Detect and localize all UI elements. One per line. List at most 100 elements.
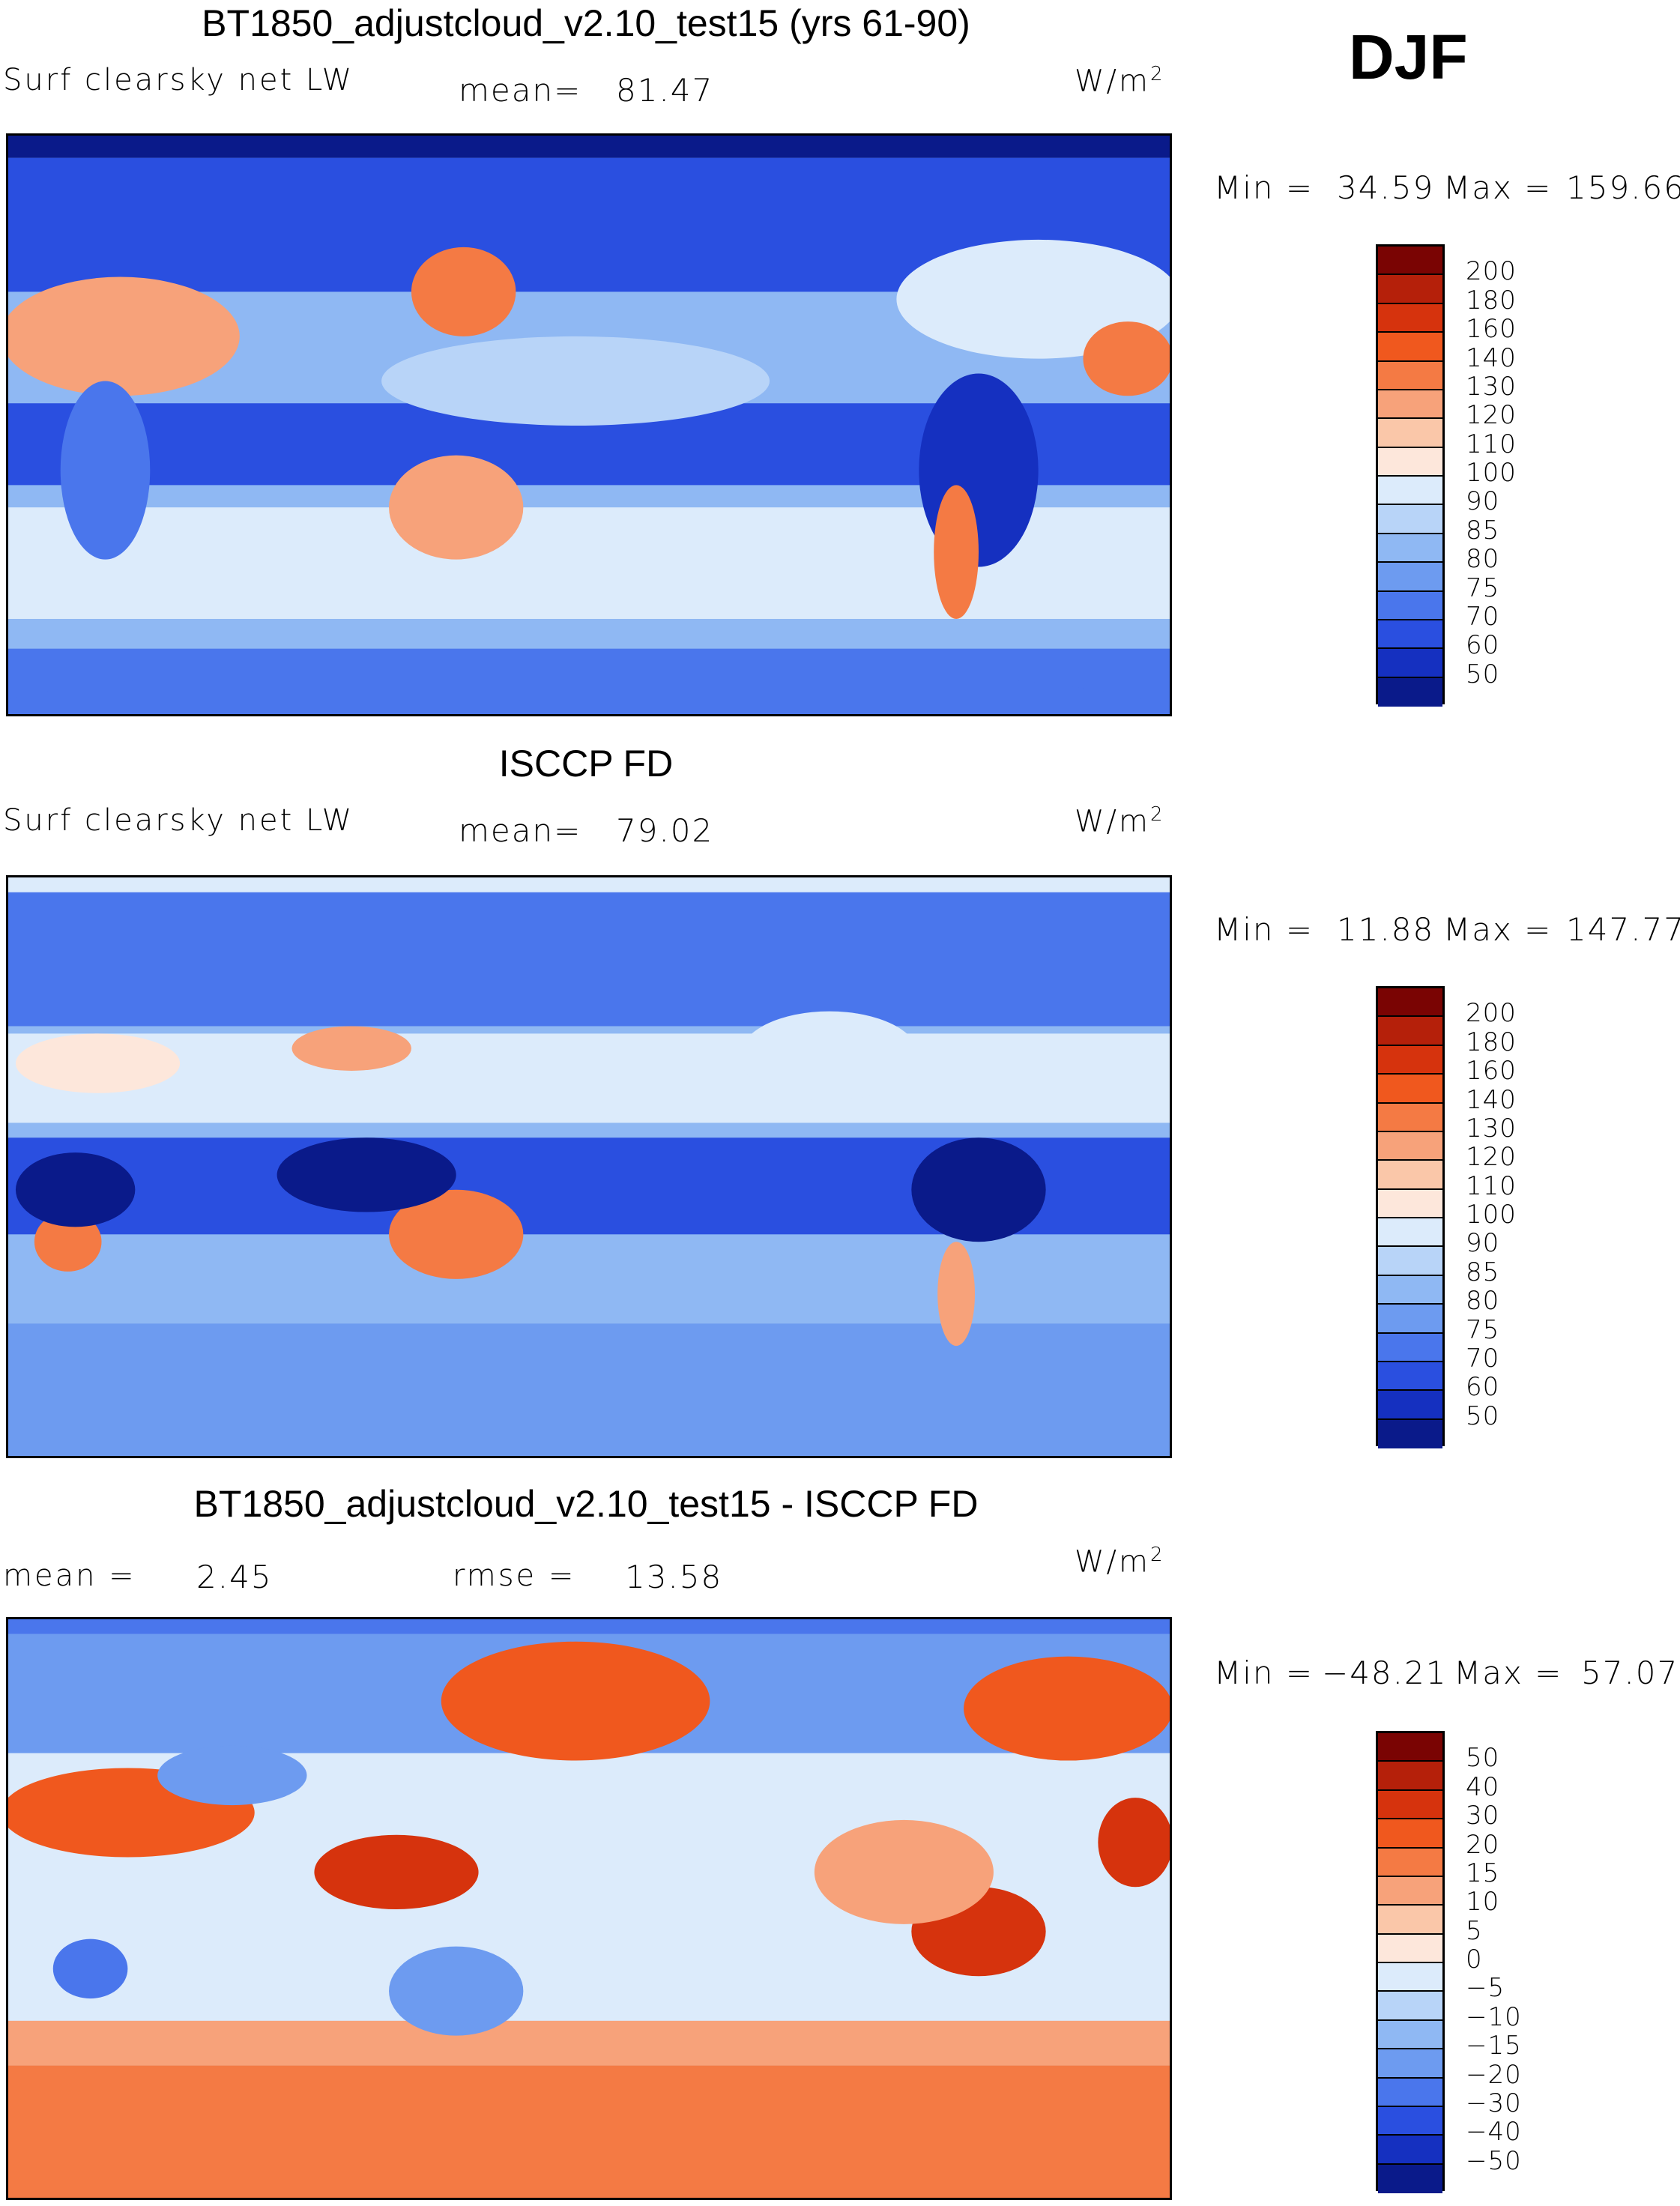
- panel-2-mean-value: 79.02: [616, 812, 714, 849]
- panel-1-colorbar-tick-label: 85: [1466, 515, 1500, 546]
- panel-1-colorbar-tick-label: 200: [1466, 256, 1517, 287]
- panel-1-colorbar-segment: [1378, 477, 1442, 506]
- panel-2-colorbar: [1376, 986, 1445, 1448]
- panel-3-rmse-label: rmse =: [453, 1559, 576, 1593]
- panel-1-colorbar-tick-label: 110: [1466, 429, 1517, 459]
- panel-2-min-value: 11.88: [1337, 911, 1435, 948]
- panel-1-mean-label: mean=: [459, 72, 582, 109]
- panel-3-max-label: Max =: [1454, 1654, 1563, 1691]
- panel-3-colorbar-segment: [1378, 2106, 1442, 2136]
- panel-2-colorbar-tick-label: 75: [1466, 1314, 1500, 1345]
- panel-2-colorbar-segment: [1378, 1305, 1442, 1334]
- panel-3-colorbar-tick-label: −50: [1466, 2145, 1522, 2176]
- panel-3-colorbar-segment: [1378, 2136, 1442, 2165]
- panel-2-mean-label: mean=: [459, 812, 582, 849]
- panel-1-colorbar-tick-label: 60: [1466, 630, 1500, 661]
- panel-3-colorbar-segment: [1378, 2049, 1442, 2079]
- panel-3-colorbar-tick-label: −10: [1466, 2001, 1522, 2032]
- panel-2-colorbar-tick-label: 85: [1466, 1257, 1500, 1287]
- panel-2-colorbar-segment: [1378, 1189, 1442, 1218]
- panel-1-colorbar-segment: [1378, 275, 1442, 304]
- panel-1-colorbar-segment: [1378, 677, 1442, 707]
- panel-1-mean-value: 81.47: [616, 72, 714, 109]
- panel-1-colorbar-segment: [1378, 333, 1442, 362]
- panel-1-map: [6, 133, 1172, 716]
- panel-2-colorbar-segment: [1378, 1391, 1442, 1420]
- panel-2-colorbar-tick-label: 120: [1466, 1142, 1517, 1173]
- panel-3-colorbar-segment: [1378, 1876, 1442, 1906]
- panel-3-map: [6, 1617, 1172, 2200]
- panel-3-colorbar-tick-label: 0: [1466, 1944, 1483, 1974]
- panel-1-colorbar-segment: [1378, 390, 1442, 420]
- panel-3-colorbar-tick-label: −20: [1466, 2059, 1522, 2090]
- panel-3-max-value: 57.07: [1581, 1654, 1679, 1691]
- panel-3-min-label: Min =: [1214, 1654, 1314, 1691]
- panel-2-map: [6, 875, 1172, 1458]
- panel-2-colorbar-segment: [1378, 1075, 1442, 1104]
- panel-1-min-value: 34.59: [1337, 169, 1435, 206]
- panel-3-colorbar-tick-label: 5: [1466, 1915, 1483, 1946]
- panel-2-variable-label: Surf clearsky net LW: [3, 803, 354, 838]
- panel-3-colorbar-tick-label: −30: [1466, 2088, 1522, 2118]
- panel-1-colorbar-segment: [1378, 303, 1442, 333]
- panel-1-colorbar-segment: [1378, 361, 1442, 390]
- panel-3-colorbar-tick-label: 50: [1466, 1743, 1500, 1774]
- panel-3-colorbar-segment: [1378, 1762, 1442, 1791]
- panel-2-colorbar-tick-label: 90: [1466, 1228, 1500, 1259]
- panel-2-colorbar-segment: [1378, 1045, 1442, 1075]
- panel-3-units: W/m2: [1075, 1544, 1165, 1580]
- panel-2-colorbar-tick-label: 60: [1466, 1372, 1500, 1403]
- panel-3-colorbar-segment: [1378, 1934, 1442, 1963]
- panel-2-colorbar-tick-label: 100: [1466, 1200, 1517, 1230]
- panel-2-colorbar-tick-label: 200: [1466, 998, 1517, 1029]
- panel-3-colorbar-tick-label: −40: [1466, 2117, 1522, 2148]
- season-label: DJF: [1349, 22, 1468, 92]
- panel-1-min-label: Min =: [1214, 169, 1314, 206]
- panel-1-colorbar-tick-label: 140: [1466, 342, 1517, 373]
- panel-2-units: W/m2: [1075, 803, 1165, 839]
- panel-2-colorbar-segment: [1378, 1017, 1442, 1046]
- panel-1-colorbar-segment: [1378, 247, 1442, 276]
- panel-1-colorbar-segment: [1378, 447, 1442, 477]
- panel-1-colorbar-tick-label: 80: [1466, 544, 1500, 575]
- panel-2-colorbar-tick-label: 160: [1466, 1056, 1517, 1087]
- panel-2-colorbar-tick-label: 130: [1466, 1113, 1517, 1143]
- panel-3-colorbar-tick-label: 40: [1466, 1771, 1500, 1802]
- panel-3-colorbar-tick-label: 30: [1466, 1801, 1500, 1831]
- panel-1-variable-label: Surf clearsky net LW: [3, 63, 354, 97]
- panel-2-colorbar-segment: [1378, 1131, 1442, 1161]
- panel-2-colorbar-tick-label: 50: [1466, 1400, 1500, 1431]
- panel-3-colorbar: [1376, 1731, 1445, 2193]
- panel-1-colorbar-tick-label: 160: [1466, 314, 1517, 345]
- panel-2-max-label: Max =: [1443, 911, 1553, 948]
- panel-3-mean-value: 2.45: [196, 1559, 273, 1595]
- panel-1-colorbar-tick-label: 130: [1466, 371, 1517, 402]
- panel-1-max-value: 159.66: [1566, 169, 1680, 206]
- panel-2-colorbar-tick-label: 70: [1466, 1343, 1500, 1374]
- panel-1-colorbar-tick-label: 50: [1466, 659, 1500, 689]
- panel-2-colorbar-segment: [1378, 1275, 1442, 1305]
- panel-2-colorbar-tick-label: 110: [1466, 1170, 1517, 1201]
- panel-3-colorbar-tick-label: −5: [1466, 1973, 1505, 2004]
- panel-3-map-svg: [8, 1619, 1170, 2198]
- panel-3-colorbar-tick-label: 15: [1466, 1858, 1500, 1888]
- panel-2-max-value: 147.77: [1566, 911, 1680, 948]
- panel-3-colorbar-segment: [1378, 1733, 1442, 1762]
- panel-1-colorbar-segment: [1378, 649, 1442, 678]
- panel-1-colorbar-tick-label: 100: [1466, 458, 1517, 488]
- panel-3-colorbar-segment: [1378, 1819, 1442, 1849]
- panel-2-colorbar-segment: [1378, 1362, 1442, 1391]
- panel-2-colorbar-tick-label: 80: [1466, 1286, 1500, 1317]
- panel-2-colorbar-tick-label: 140: [1466, 1084, 1517, 1115]
- panel-3-min-value: −48.21: [1322, 1654, 1448, 1691]
- panel-3-colorbar-segment: [1378, 2164, 1442, 2193]
- panel-3-mean-label: mean =: [3, 1559, 136, 1593]
- panel-1-title: BT1850_adjustcloud_v2.10_test15 (yrs 61-…: [202, 2, 970, 44]
- panel-3-rmse-value: 13.58: [625, 1559, 723, 1595]
- panel-2-colorbar-segment: [1378, 1218, 1442, 1248]
- panel-2-map-svg: [8, 877, 1170, 1456]
- panel-3-colorbar-segment: [1378, 2020, 1442, 2050]
- panel-1-colorbar-tick-label: 70: [1466, 601, 1500, 632]
- panel-1-colorbar-tick-label: 75: [1466, 572, 1500, 603]
- panel-1-map-svg: [8, 136, 1170, 714]
